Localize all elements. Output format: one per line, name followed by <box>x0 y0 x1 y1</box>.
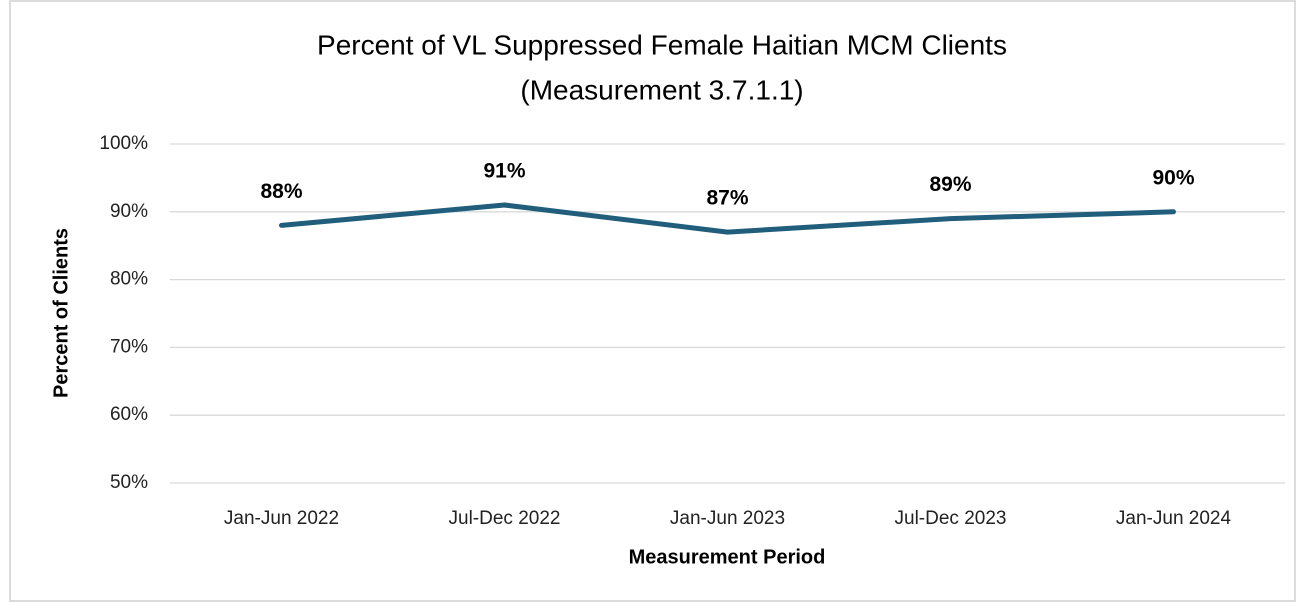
x-tick-label: Jul-Dec 2022 <box>449 508 561 529</box>
x-tick-label: Jan-Jun 2023 <box>670 508 785 529</box>
y-tick-label: 50% <box>110 472 148 493</box>
x-tick-label: Jan-Jun 2022 <box>224 508 339 529</box>
data-label: 88% <box>260 180 302 203</box>
chart-border <box>9 0 1296 602</box>
y-tick-label: 100% <box>99 133 148 154</box>
data-label: 87% <box>706 187 748 210</box>
y-tick-label: 60% <box>110 404 148 425</box>
x-axis-label: Measurement Period <box>629 546 826 568</box>
data-line <box>279 202 1176 235</box>
y-tick-label: 90% <box>110 201 148 222</box>
chart-subtitle: (Measurement 3.7.1.1) <box>520 74 803 105</box>
data-label: 89% <box>929 173 971 196</box>
y-tick-label: 70% <box>110 336 148 357</box>
x-tick-label: Jan-Jun 2024 <box>1116 508 1232 529</box>
data-label: 91% <box>483 160 525 183</box>
y-tick-label: 80% <box>110 269 148 290</box>
data-label: 90% <box>1152 166 1194 189</box>
chart-title: Percent of VL Suppressed Female Haitian … <box>317 29 1007 60</box>
y-axis-label: Percent of Clients <box>50 228 72 398</box>
x-tick-label: Jul-Dec 2023 <box>895 508 1007 529</box>
